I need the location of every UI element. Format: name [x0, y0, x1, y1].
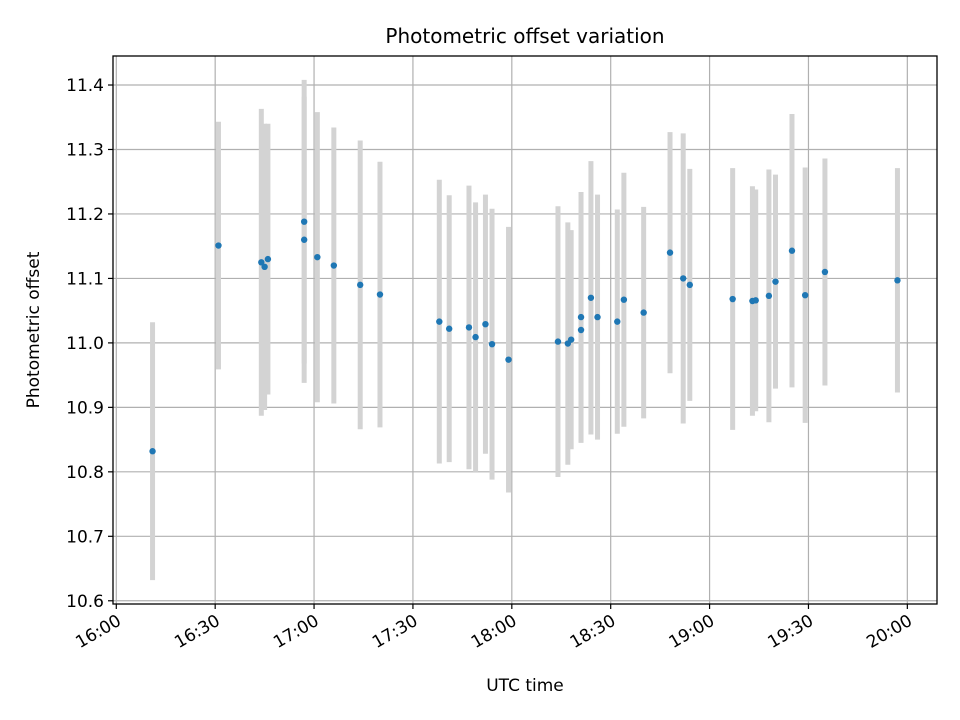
y-tick-label: 11.0: [66, 334, 104, 354]
data-point: [594, 313, 601, 321]
y-axis-label: Photometric offset: [24, 251, 44, 408]
data-points: [149, 218, 901, 455]
data-point: [894, 277, 901, 284]
x-tick-label: 19:30: [765, 611, 817, 653]
x-tick-label: 20:00: [863, 611, 915, 653]
y-tick-label: 10.8: [66, 463, 104, 483]
plot-frame: [112, 55, 938, 605]
data-point: [801, 291, 809, 299]
chart-title: Photometric offset variation: [385, 24, 664, 48]
data-point: [482, 320, 489, 328]
data-point: [472, 333, 479, 341]
y-tick-label: 10.9: [66, 398, 104, 418]
data-point: [300, 218, 308, 225]
data-point: [614, 318, 621, 325]
data-point: [577, 326, 585, 334]
x-tick-label: 16:30: [171, 611, 223, 653]
y-tick-label: 11.1: [66, 269, 104, 289]
y-tick-label: 11.3: [66, 140, 104, 160]
data-point: [258, 259, 265, 266]
y-tick-label: 11.2: [66, 205, 104, 225]
x-tick-label: 19:00: [666, 611, 718, 653]
data-point: [640, 309, 647, 316]
data-point: [330, 262, 338, 269]
x-tick-label: 16:00: [72, 611, 124, 653]
y-tick-label: 10.7: [66, 527, 104, 547]
data-point: [821, 268, 829, 276]
data-point: [436, 318, 443, 325]
x-tick-label: 18:30: [567, 611, 619, 653]
x-tick-label: 17:00: [270, 611, 322, 653]
data-point: [357, 281, 364, 289]
data-point: [261, 263, 268, 271]
data-point: [686, 281, 693, 289]
data-point: [729, 295, 736, 303]
data-point: [772, 278, 779, 285]
data-point: [587, 294, 595, 301]
y-tick-label: 10.6: [66, 592, 104, 612]
y-tick-label: 11.4: [66, 76, 104, 96]
data-point: [680, 275, 687, 282]
data-point: [567, 336, 575, 343]
data-point: [488, 340, 496, 348]
data-point: [264, 255, 272, 263]
data-point: [752, 297, 759, 304]
data-point: [620, 296, 628, 303]
data-point: [666, 249, 674, 256]
data-point: [376, 291, 384, 298]
data-point: [765, 292, 773, 300]
data-point: [465, 324, 473, 331]
data-point: [445, 325, 453, 332]
data-point: [577, 313, 585, 321]
data-point: [300, 236, 308, 243]
data-point: [788, 247, 796, 254]
x-tick-label: 18:00: [468, 611, 520, 653]
data-point: [149, 448, 156, 455]
x-axis-ticks: 16:00 16:30 17:00 17:30 18:00 18:30 19:00 19:30…: [72, 604, 916, 653]
grid-lines: [113, 56, 937, 604]
data-point: [215, 242, 222, 249]
error-bars: [150, 79, 900, 581]
y-axis-ticks: 10.6 10.7 10.8 10.9 11.0 11.1 11.2 11.3 11.4: [66, 76, 113, 612]
x-tick-label: 17:30: [369, 611, 421, 653]
x-axis-label: UTC time: [486, 676, 564, 696]
data-point: [554, 338, 562, 345]
data-point: [505, 356, 512, 363]
data-point: [314, 253, 321, 261]
